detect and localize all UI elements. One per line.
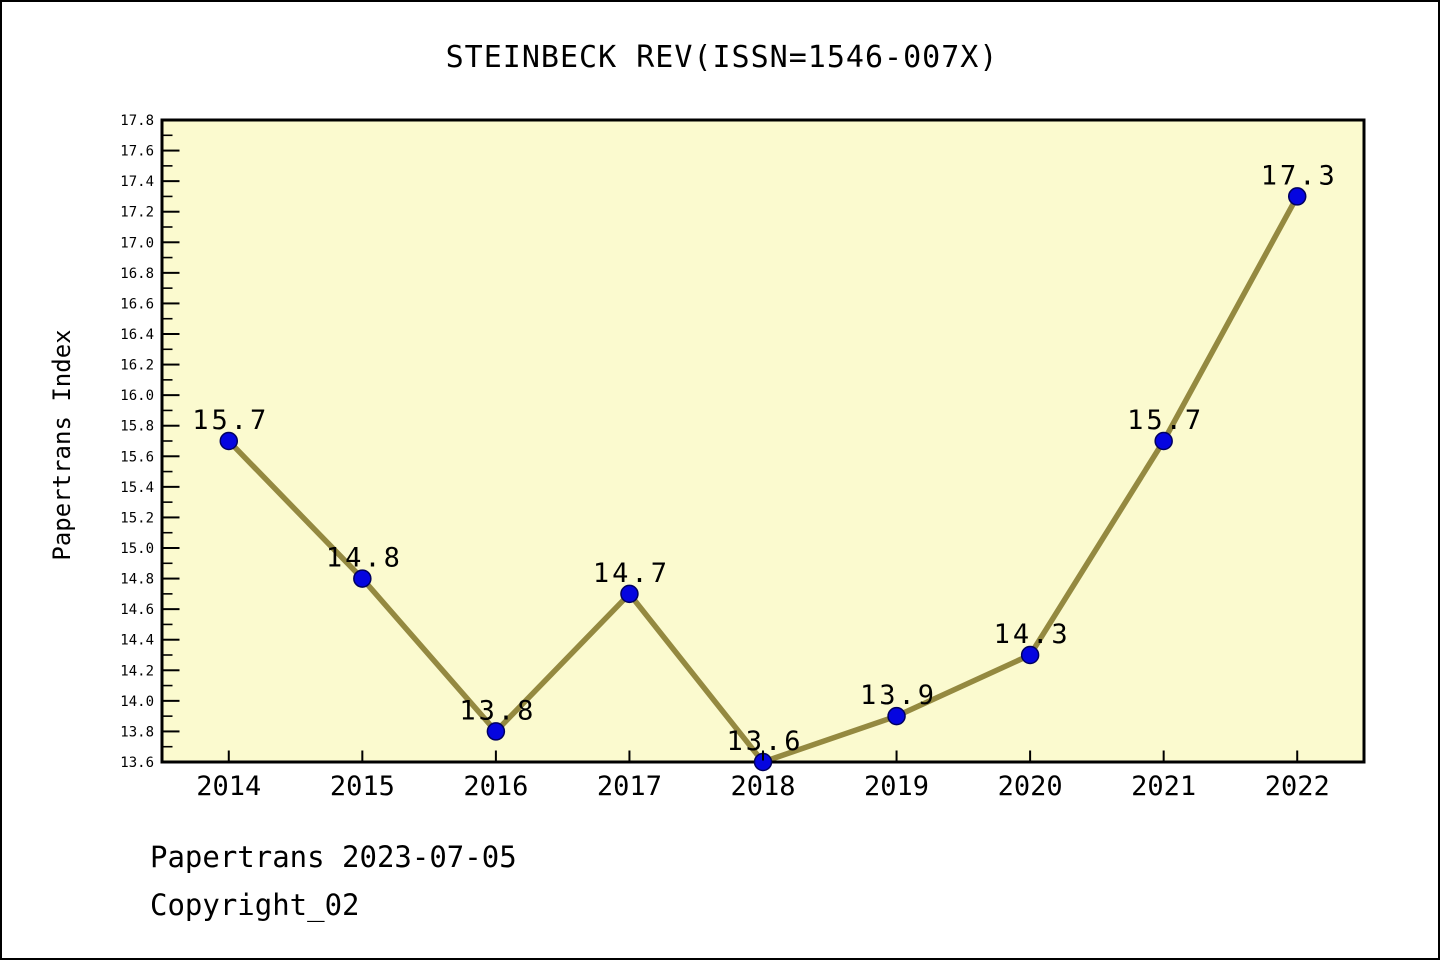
- data-point-label: 14.8: [326, 543, 403, 574]
- y-tick-label: 17.0: [120, 235, 154, 251]
- y-tick-label: 16.4: [120, 327, 154, 343]
- y-tick-label: 15.2: [120, 510, 154, 526]
- data-point: [1154, 431, 1173, 451]
- x-tick-label: 2015: [330, 771, 395, 802]
- data-point-label: 15.7: [1127, 405, 1204, 436]
- x-tick-label: 2021: [1131, 771, 1196, 802]
- data-point: [620, 584, 639, 604]
- footer-date: Papertrans 2023-07-05: [150, 840, 517, 874]
- x-tick-label: 2017: [597, 771, 662, 802]
- data-point-label: 14.7: [593, 558, 670, 589]
- y-tick-label: 14.6: [120, 602, 154, 618]
- y-tick-label: 17.2: [120, 205, 154, 221]
- x-tick-label: 2014: [196, 771, 261, 802]
- footer-copyright: Copyright_02: [150, 888, 360, 922]
- data-point-label: 13.9: [860, 680, 937, 711]
- y-tick-label: 13.8: [120, 724, 154, 740]
- y-tick-label: 16.2: [120, 358, 154, 374]
- y-tick-label: 14.2: [120, 663, 154, 679]
- y-tick-label: 14.8: [120, 572, 154, 588]
- data-point: [219, 431, 239, 451]
- x-tick-label: 2016: [463, 771, 528, 802]
- y-tick-label: 16.0: [120, 388, 154, 404]
- y-tick-label: 14.0: [120, 694, 154, 710]
- y-tick-label: 15.6: [120, 449, 154, 465]
- data-point-label: 15.7: [192, 405, 269, 436]
- data-point: [1287, 187, 1307, 206]
- y-tick-label: 15.4: [120, 480, 154, 496]
- x-tick-label: 2022: [1265, 771, 1330, 802]
- data-point: [486, 722, 506, 741]
- plot-background: [162, 120, 1364, 762]
- y-tick-label: 14.4: [120, 633, 154, 649]
- data-point-label: 13.6: [726, 726, 803, 757]
- y-tick-label: 13.6: [120, 755, 154, 771]
- x-tick-label: 2019: [864, 771, 929, 802]
- data-point: [887, 706, 906, 726]
- x-tick-label: 2018: [730, 771, 795, 802]
- data-point-label: 13.8: [459, 695, 536, 726]
- y-tick-label: 16.8: [120, 266, 154, 282]
- y-tick-label: 17.4: [120, 174, 154, 190]
- data-point-label: 17.3: [1261, 160, 1338, 191]
- y-tick-label: 15.8: [120, 419, 154, 435]
- data-point: [1020, 645, 1040, 665]
- page-title: STEINBECK REV(ISSN=1546-007X): [445, 40, 999, 75]
- y-tick-label: 15.0: [120, 541, 154, 557]
- x-tick-label: 2020: [998, 771, 1063, 802]
- data-point: [353, 569, 372, 588]
- data-point-label: 14.3: [994, 619, 1071, 650]
- y-tick-label: 17.8: [120, 113, 154, 129]
- y-tick-label: 17.6: [120, 144, 154, 160]
- y-tick-label: 16.6: [120, 296, 154, 312]
